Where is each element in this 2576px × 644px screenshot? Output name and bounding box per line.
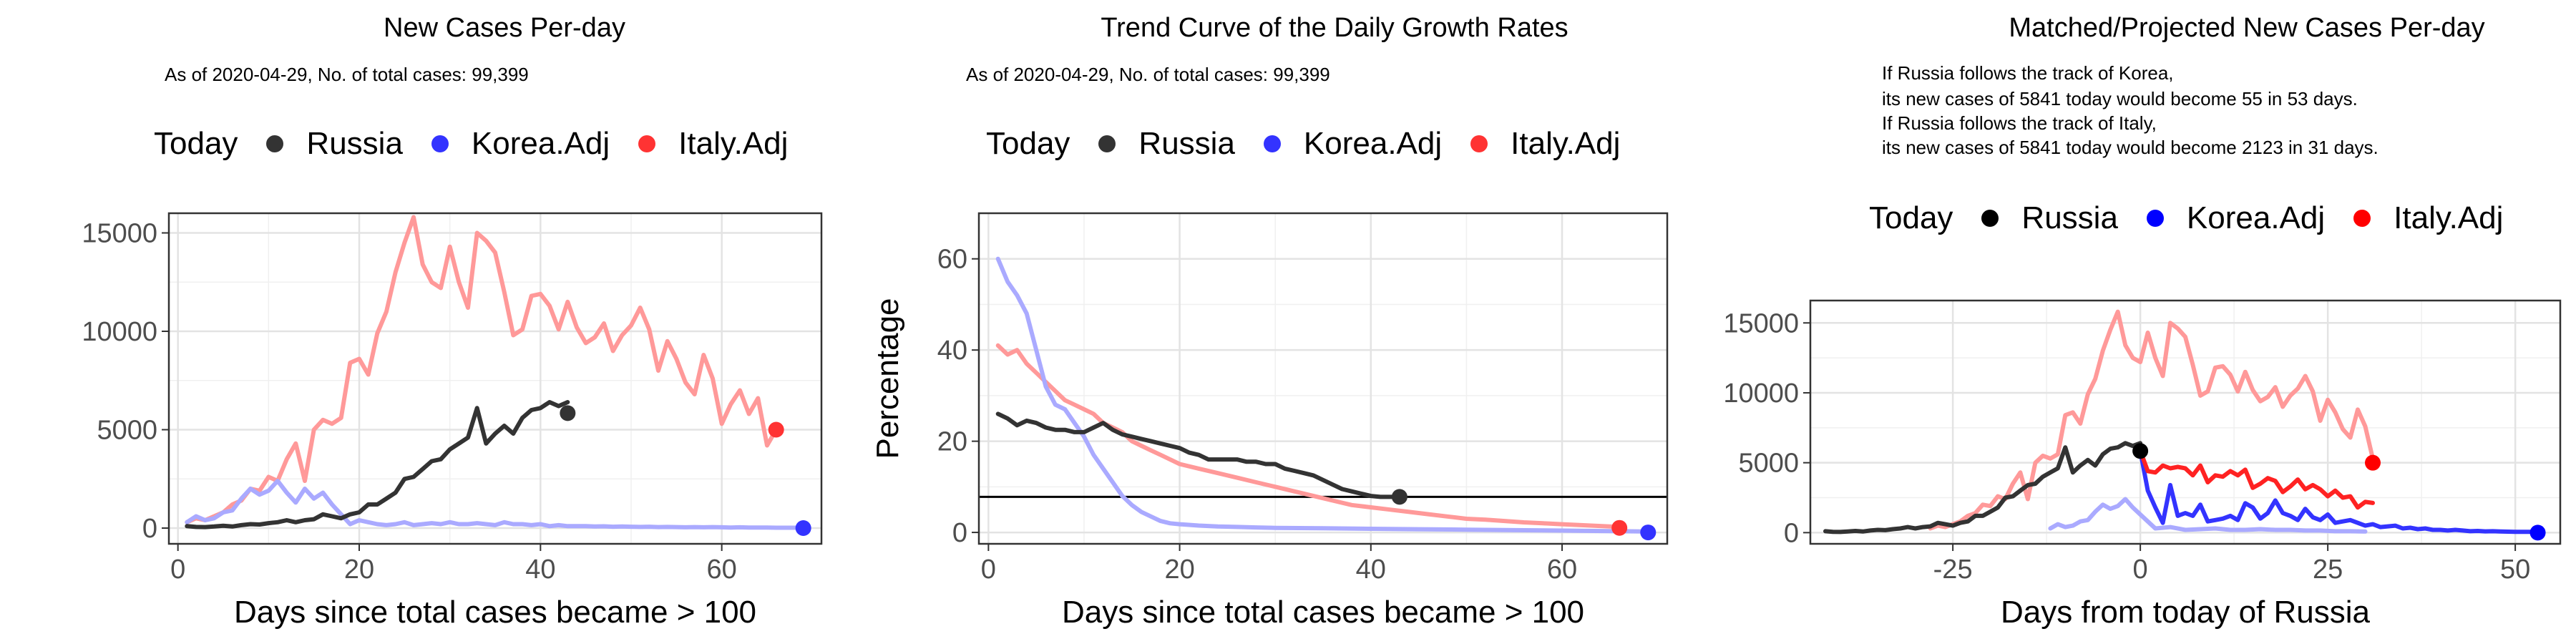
y-axis-label: Percentage	[870, 298, 905, 459]
today-point-italy-adj	[768, 421, 784, 438]
series-italy-adj	[185, 215, 779, 525]
legend-dot-korea	[431, 135, 449, 152]
legend-dot-russia	[1098, 135, 1116, 152]
legend-title: Today	[1869, 200, 1953, 235]
today-point-russia	[2132, 443, 2149, 459]
series-russia	[995, 411, 1402, 499]
chart-subtitle-line: If Russia follows the track of Korea,	[1882, 62, 2174, 84]
plot-border	[977, 212, 1669, 545]
series-russia	[185, 400, 570, 530]
x-tick-label: 0	[981, 555, 996, 585]
y-tick-label: 15000	[82, 219, 157, 249]
today-point-russia	[1391, 489, 1407, 505]
series-korea-adj	[995, 256, 1651, 534]
legend: Today Russia Korea.Adj Italy.Adj	[986, 126, 1649, 162]
today-point-italy-adj	[2365, 454, 2381, 471]
y-tick-label: 40	[937, 336, 967, 366]
chart-subtitle-line: its new cases of 5841 today would become…	[1882, 137, 2379, 158]
legend-dot-korea	[2146, 210, 2164, 227]
legend-dot-russia	[1981, 210, 1999, 227]
today-point-korea-adj	[2529, 525, 2546, 541]
legend: Today Russia Korea.Adj Italy.Adj	[1869, 200, 2532, 236]
plot-border	[167, 212, 823, 545]
y-tick-label: 60	[937, 245, 967, 275]
legend: Today Russia Korea.Adj Italy.Adj	[154, 126, 816, 162]
x-tick-label: 20	[1164, 555, 1194, 585]
y-tick-label: 0	[142, 514, 157, 544]
legend-dot-korea	[1263, 135, 1281, 152]
series-korea-adj-projected	[2138, 449, 2540, 535]
chart-subtitle: As of 2020-04-29, No. of total cases: 99…	[966, 64, 1330, 85]
x-tick-label: 50	[2500, 555, 2530, 585]
today-point-italy-adj	[1611, 519, 1628, 536]
x-axis-label: Days since total cases became > 100	[234, 595, 756, 630]
chart-subtitle: As of 2020-04-29, No. of total cases: 99…	[165, 64, 529, 85]
x-tick-label: 40	[1356, 555, 1386, 585]
chart-subtitle-line: its new cases of 5841 today would become…	[1882, 88, 2358, 109]
legend-title: Today	[986, 126, 1070, 161]
y-tick-label: 15000	[1723, 308, 1799, 338]
series-italy-adj	[995, 343, 1622, 530]
legend-item-korea: Korea.Adj	[431, 126, 610, 162]
legend-dot-italy	[2353, 210, 2371, 227]
y-tick-label: 20	[937, 427, 967, 457]
x-tick-label: -25	[1933, 555, 1973, 585]
panel-growth-rates: Trend Curve of the Daily Growth Rates As…	[966, 13, 1649, 162]
today-point-korea-adj	[795, 520, 811, 536]
y-tick-label: 5000	[1738, 449, 1799, 479]
chart-2: 0 20 40 60 0 20 40 60 Days since total cases bec…	[870, 212, 1669, 630]
x-tick-label: 20	[344, 555, 374, 585]
x-tick-label: 60	[707, 555, 737, 585]
today-point-korea-adj	[1640, 525, 1657, 541]
y-tick-label: 10000	[82, 317, 157, 347]
plot-border	[1809, 299, 2562, 545]
legend-dot-italy	[638, 135, 656, 152]
legend-item-korea: Korea.Adj	[2146, 200, 2325, 236]
series-italy-adj-projected	[2138, 449, 2375, 510]
chart-title: Matched/Projected New Cases Per-day	[2009, 13, 2485, 43]
y-tick-label: 5000	[97, 416, 157, 446]
legend-item-russia: Russia	[1981, 200, 2118, 236]
x-tick-label: 0	[2133, 555, 2148, 585]
y-tick-label: 0	[952, 518, 967, 548]
chart-subtitle-line: If Russia follows the track of Italy,	[1882, 112, 2157, 134]
series-korea-adj-matched	[2048, 497, 2368, 534]
chart-title: New Cases Per-day	[384, 13, 625, 43]
chart-title: Trend Curve of the Daily Growth Rates	[1101, 13, 1568, 43]
chart-3: -25 0 25 50 0 5000 10000 15000 Days from today o…	[1723, 299, 2562, 630]
legend-dot-russia	[266, 135, 284, 152]
x-tick-label: 40	[525, 555, 555, 585]
legend-item-italy: Italy.Adj	[1470, 126, 1620, 162]
x-tick-label: 60	[1547, 555, 1577, 585]
chart-1: 0 20 40 60 0 5000 10000 15000 Days since total c…	[82, 212, 823, 630]
x-axis-label: Days from today of Russia	[2001, 595, 2370, 630]
y-tick-label: 10000	[1723, 379, 1799, 409]
x-axis-label: Days since total cases became > 100	[1062, 595, 1584, 630]
series-russia	[1823, 441, 2143, 535]
legend-item-russia: Russia	[266, 126, 403, 162]
x-tick-label: 0	[170, 555, 185, 585]
legend-dot-italy	[1470, 135, 1488, 152]
x-tick-label: 25	[2313, 555, 2343, 585]
today-point-russia	[560, 405, 576, 421]
legend-title: Today	[154, 126, 238, 161]
legend-item-italy: Italy.Adj	[2353, 200, 2503, 236]
legend-item-italy: Italy.Adj	[638, 126, 788, 162]
y-tick-label: 0	[1784, 518, 1799, 548]
panel-new-cases: New Cases Per-day As of 2020-04-29, No. …	[0, 0, 859, 644]
legend-item-russia: Russia	[1098, 126, 1235, 162]
legend-item-korea: Korea.Adj	[1263, 126, 1442, 162]
series-korea-adj	[185, 479, 806, 530]
